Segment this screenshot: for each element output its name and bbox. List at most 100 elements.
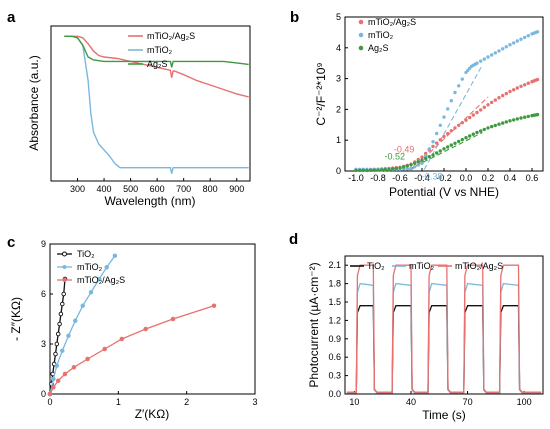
data-point [504,45,508,49]
data-point [504,91,508,96]
legend-label: Ag₂S [147,59,168,69]
x-tick-label: 800 [203,184,218,194]
data-point [479,59,483,63]
legend-label: mTiO₂ [77,262,103,272]
x-tick-label: 0.0 [460,173,473,183]
data-point [73,318,78,323]
series-line-d-1 [346,282,542,394]
data-point [58,311,64,317]
y-tick-label: 5 [336,12,341,22]
data-point [420,161,424,165]
x-tick-label: 100 [517,397,532,407]
x-tick-label: 0.2 [482,173,495,183]
data-point [376,168,380,172]
legend-label: TiO₂ [77,249,95,259]
data-point [96,276,102,282]
x-tick-label: 900 [229,184,244,194]
x-axis-label-b: Potential (V vs NHE) [389,185,499,199]
data-point [413,161,417,165]
data-point [372,168,376,172]
data-point [435,141,439,145]
data-point [471,113,475,117]
x-tick-label: -1.0 [348,173,364,183]
y-tick-label: 1 [336,135,341,145]
legend-marker [62,265,67,269]
legend-c: TiO₂ mTiO₂ mTiO₂/Ag₂S [57,249,125,285]
y-axis-label-c: - Z″(KΩ) [9,297,23,341]
legend-marker [358,19,364,25]
data-point [427,147,431,151]
data-point [365,168,369,173]
data-point [102,346,107,352]
y-axis-label-d: Photocurrent (µA·cm⁻²) [307,262,321,387]
data-point [519,37,523,41]
data-point [523,115,527,119]
data-point [493,123,497,128]
data-point [457,123,461,128]
data-point [211,303,217,308]
x-tick-label: 0.4 [504,173,517,183]
y-axis-label-b: C⁻²/F⁻²*10⁹ [314,62,328,125]
data-point [508,43,512,47]
data-point [62,371,68,377]
panel-label-d: d [289,231,298,248]
data-point [453,141,457,145]
x-tick-label: 40 [406,397,416,407]
x-axis-label-c: Z′(KΩ) [135,407,170,421]
y-tick-label: 0.9 [328,334,341,344]
y-tick-label: 0.3 [328,371,341,381]
y-axis-label-a: Absorbance (a.u.) [27,55,41,150]
data-point [453,126,457,130]
data-point [394,166,398,171]
data-point [55,378,61,383]
data-point [47,391,53,397]
legend-label: mTiO₂/Ag₂S [147,31,195,41]
data-point [497,122,501,126]
data-point [512,88,516,92]
y-tick-label: 0 [41,389,46,399]
x-ticks-a: 300 400 500 600 700 800 900 [70,178,244,194]
y-tick-label: 0.0 [328,389,341,399]
plot-frame-c [49,243,256,395]
data-point [515,39,519,43]
data-point [442,134,446,139]
axis-ticks-d: 10 40 70 100 0.0 0.3 0.6 0.9 1.2 1.5 1.8 2.1 [328,260,531,407]
x-tick-label: 0 [47,397,52,407]
axis-ticks-c: 0 1 2 3 0 3 6 9 [41,239,258,407]
data-point [387,167,391,172]
data-point [493,51,497,55]
x-tick-label: 600 [150,184,165,194]
data-point [104,265,109,270]
legend-label: TiO₂ [367,261,385,271]
data-point [369,168,373,172]
x-axis-label-d: Time (s) [422,408,466,422]
legend-marker [62,251,67,257]
axis-ticks-b: -1.0 -0.8 -0.6 -0.4 -0.2 0.0 0.2 0.4 0.6 0 1 2 3 4 5 [336,12,538,183]
panel-c: c 0 1 2 3 0 3 6 9 Z′(KΩ) - Z″(KΩ) TiO₂ mTiO₂ mT… [7,234,258,421]
x-tick-label: -0.4 [414,173,430,183]
data-point [508,89,512,94]
tangent-line [423,64,483,170]
legend-label: Ag₂S [368,43,389,53]
data-point [354,168,358,173]
data-point [464,136,468,140]
data-point [54,363,60,368]
data-point [431,153,435,157]
data-point [479,129,483,133]
data-point [112,253,118,258]
data-point [468,115,472,120]
data-point [501,121,505,125]
x-tick-label: -0.6 [392,173,408,183]
x-tick-label: 70 [463,397,473,407]
data-point [508,119,512,123]
y-tick-label: 6 [41,289,46,299]
data-point [80,303,86,308]
x-tick-label: 700 [176,184,191,194]
data-point [446,145,450,149]
data-point [519,84,523,89]
annotation-label: -0.38 [422,171,443,181]
data-point [449,129,453,133]
data-point [442,115,446,119]
series-line-d-0 [346,305,542,394]
